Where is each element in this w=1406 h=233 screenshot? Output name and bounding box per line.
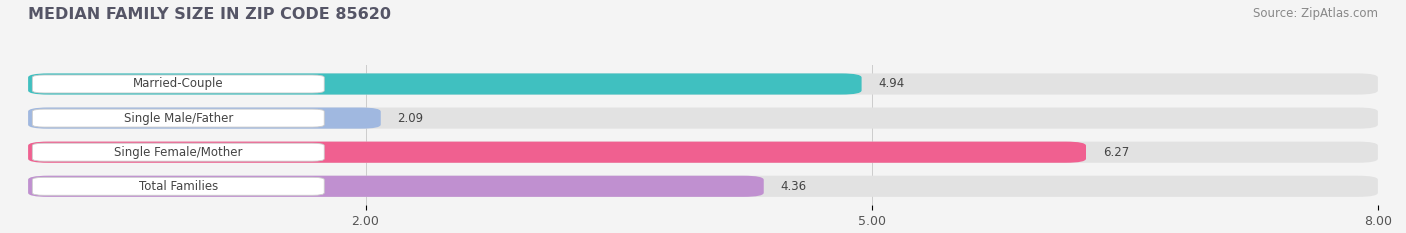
Text: 2.09: 2.09 <box>398 112 423 125</box>
Text: 4.36: 4.36 <box>780 180 807 193</box>
FancyBboxPatch shape <box>28 73 862 95</box>
FancyBboxPatch shape <box>28 73 1378 95</box>
Text: Married-Couple: Married-Couple <box>134 78 224 90</box>
FancyBboxPatch shape <box>32 75 325 93</box>
FancyBboxPatch shape <box>32 143 325 161</box>
FancyBboxPatch shape <box>32 177 325 195</box>
FancyBboxPatch shape <box>28 142 1085 163</box>
FancyBboxPatch shape <box>28 107 1378 129</box>
FancyBboxPatch shape <box>32 109 325 127</box>
Text: Source: ZipAtlas.com: Source: ZipAtlas.com <box>1253 7 1378 20</box>
Text: Total Families: Total Families <box>139 180 218 193</box>
FancyBboxPatch shape <box>28 176 763 197</box>
Text: Single Male/Father: Single Male/Father <box>124 112 233 125</box>
Text: Single Female/Mother: Single Female/Mother <box>114 146 242 159</box>
Text: 4.94: 4.94 <box>879 78 904 90</box>
FancyBboxPatch shape <box>28 176 1378 197</box>
Text: MEDIAN FAMILY SIZE IN ZIP CODE 85620: MEDIAN FAMILY SIZE IN ZIP CODE 85620 <box>28 7 391 22</box>
Text: 6.27: 6.27 <box>1102 146 1129 159</box>
FancyBboxPatch shape <box>28 107 381 129</box>
FancyBboxPatch shape <box>28 142 1378 163</box>
